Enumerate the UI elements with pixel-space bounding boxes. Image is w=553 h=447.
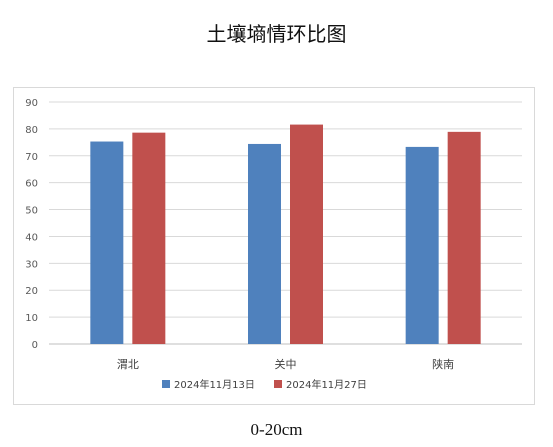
y-tick-label: 20 [25,286,38,297]
y-tick-label: 0 [32,340,38,351]
y-tick-label: 40 [25,232,38,243]
x-tick-label: 渭北 [117,358,139,371]
y-tick-label: 80 [25,125,38,136]
legend-label: 2024年11月13日 [174,378,255,391]
bar [447,131,481,344]
bar [248,143,281,344]
y-tick-label: 60 [25,179,38,190]
depth-caption: 0-20cm [250,420,303,439]
x-tick-label: 关中 [275,357,297,371]
y-tick-label: 50 [25,206,38,217]
y-tick-label: 30 [25,259,38,270]
bar [290,124,323,344]
legend-swatch [162,380,170,388]
bar-chart: 0 10 20 30 40 50 60 70 80 90 渭北 关中 陕南 2024年11月13日 2024… [25,98,522,391]
chart-title: 土壤墒情环比图 [206,22,347,46]
bar [132,132,166,344]
y-tick-label: 10 [25,313,38,324]
bar [90,141,124,344]
bar [405,146,439,344]
y-tick-label: 90 [25,98,38,109]
legend-swatch [274,380,282,388]
chart-frame: 0 10 20 30 40 50 60 70 80 90 渭北 关中 陕南 2024年11月13日 2024… [13,87,535,405]
legend-label: 2024年11月27日 [286,378,367,391]
y-tick-label: 70 [25,152,38,163]
x-tick-label: 陕南 [432,357,454,371]
